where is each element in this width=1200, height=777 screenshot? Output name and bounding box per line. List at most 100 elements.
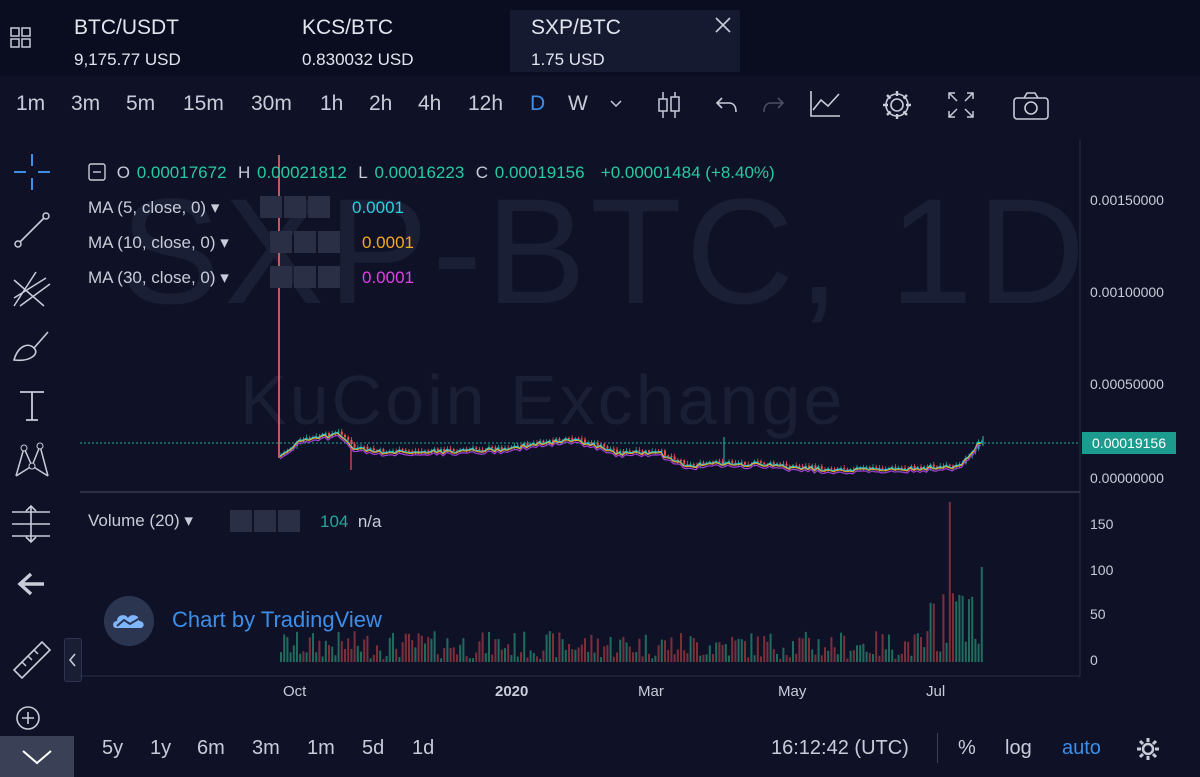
chevron-left-icon (68, 653, 76, 667)
tab-btc-usdt[interactable]: BTC/USDT 9,175.77 USD (74, 10, 274, 72)
candle-body (673, 456, 676, 460)
chevron-down-icon[interactable] (608, 98, 624, 110)
indicators-icon[interactable] (808, 88, 842, 120)
camera-icon[interactable] (1012, 91, 1050, 121)
candle-body (609, 448, 612, 450)
brush-icon[interactable] (10, 326, 52, 368)
tab-sxp-btc[interactable]: SXP/BTC 1.75 USD (510, 10, 740, 72)
volume-bar (878, 655, 881, 662)
volume-bar (574, 649, 577, 662)
text-icon[interactable] (14, 386, 50, 426)
eye-icon[interactable] (270, 231, 292, 253)
range-5d[interactable]: 5d (362, 737, 385, 759)
time-tick: Oct (283, 683, 307, 700)
collapse-legend-icon[interactable] (88, 163, 106, 181)
gear-icon[interactable] (1136, 737, 1160, 761)
gear-icon[interactable] (284, 196, 306, 218)
timeframe-d[interactable]: D (530, 92, 546, 115)
price-tick: 0.00100000 (1090, 284, 1164, 300)
volume-bar (318, 640, 321, 662)
close-icon[interactable] (278, 510, 300, 532)
candle-body (830, 468, 833, 470)
ma10-legend[interactable]: MA (10, close, 0) ▾ (88, 233, 229, 252)
gear-icon[interactable] (294, 231, 316, 253)
time-tick: May (778, 683, 807, 700)
trendline-icon[interactable] (12, 210, 52, 250)
range-1m[interactable]: 1m (307, 737, 335, 759)
candle-body (465, 448, 468, 450)
volume-bar (308, 637, 311, 662)
eye-icon[interactable] (260, 196, 282, 218)
ma5-legend[interactable]: MA (5, close, 0) ▾ (88, 198, 220, 217)
percent-toggle[interactable]: % (958, 737, 976, 759)
range-3m[interactable]: 3m (252, 737, 280, 759)
timeframe-5m[interactable]: 5m (126, 92, 156, 115)
symbol-tabs-bar: BTC/USDT 9,175.77 USD KCS/BTC 0.830032 U… (0, 0, 1200, 76)
close-icon[interactable] (318, 266, 340, 288)
volume-bar (708, 645, 711, 662)
volume-bar (424, 643, 426, 662)
more-tools-button[interactable] (0, 736, 74, 777)
range-1d[interactable]: 1d (412, 737, 435, 759)
measure-icon[interactable] (10, 502, 52, 544)
close-icon[interactable] (308, 196, 330, 218)
candle-body (708, 461, 711, 463)
volume-bar (510, 655, 513, 662)
volume-bar (299, 653, 302, 662)
layout-grid-icon[interactable] (10, 27, 32, 49)
volume-bar (721, 644, 724, 662)
auto-toggle[interactable]: auto (1062, 737, 1101, 759)
candles-group (280, 428, 984, 473)
tab-kcs-btc[interactable]: KCS/BTC 0.830032 USD (302, 10, 502, 72)
collapse-toolbar-button[interactable] (64, 638, 82, 682)
fullscreen-icon[interactable] (946, 90, 976, 120)
volume-bar (680, 633, 682, 662)
ma30-legend[interactable]: MA (30, close, 0) ▾ (88, 268, 229, 287)
candles-icon[interactable] (656, 88, 682, 122)
pitchfork-icon[interactable] (10, 268, 52, 310)
volume-bar (600, 657, 602, 662)
close-icon[interactable] (318, 231, 340, 253)
timeframe-1m[interactable]: 1m (16, 92, 46, 115)
timeframe-1h[interactable]: 1h (320, 92, 344, 115)
volume-bar (724, 644, 727, 662)
redo-icon[interactable] (760, 92, 786, 118)
range-6m[interactable]: 6m (197, 737, 225, 759)
gear-icon[interactable] (294, 266, 316, 288)
volume-bar (347, 638, 350, 662)
timeframe-3m[interactable]: 3m (71, 92, 101, 115)
volume-bar (881, 634, 884, 662)
volume-bar (478, 641, 481, 662)
undo-icon[interactable] (714, 92, 740, 118)
volume-legend[interactable]: Volume (20) ▾ (88, 511, 193, 530)
eye-icon[interactable] (230, 510, 252, 532)
zoom-in-icon[interactable] (12, 704, 48, 736)
pattern-icon[interactable] (10, 440, 52, 482)
gear-icon[interactable] (880, 88, 914, 122)
timeframe-2h[interactable]: 2h (369, 92, 393, 115)
timeframe-30m[interactable]: 30m (251, 92, 292, 115)
eye-icon[interactable] (270, 266, 292, 288)
timeframe-w[interactable]: W (568, 92, 588, 115)
volume-bar (417, 633, 420, 662)
volume-bar (491, 654, 494, 662)
timeframe-12h[interactable]: 12h (468, 92, 504, 115)
candle-body (948, 464, 951, 466)
candle-body (744, 462, 746, 465)
timeframe-4h[interactable]: 4h (418, 92, 442, 115)
crosshair-icon[interactable] (12, 152, 52, 192)
range-1y[interactable]: 1y (150, 737, 172, 759)
gear-icon[interactable] (254, 510, 276, 532)
back-arrow-icon[interactable] (16, 568, 48, 600)
volume-bar (667, 649, 670, 662)
log-toggle[interactable]: log (1005, 737, 1032, 759)
volume-bar (744, 641, 746, 662)
utc-clock[interactable]: 16:12:42 (UTC) (771, 737, 909, 759)
range-5y[interactable]: 5y (102, 737, 124, 759)
timeframe-15m[interactable]: 15m (183, 92, 224, 115)
volume-bar (872, 654, 874, 662)
candle-body (664, 450, 666, 456)
ruler-icon[interactable] (10, 638, 54, 682)
close-icon[interactable] (712, 14, 734, 36)
